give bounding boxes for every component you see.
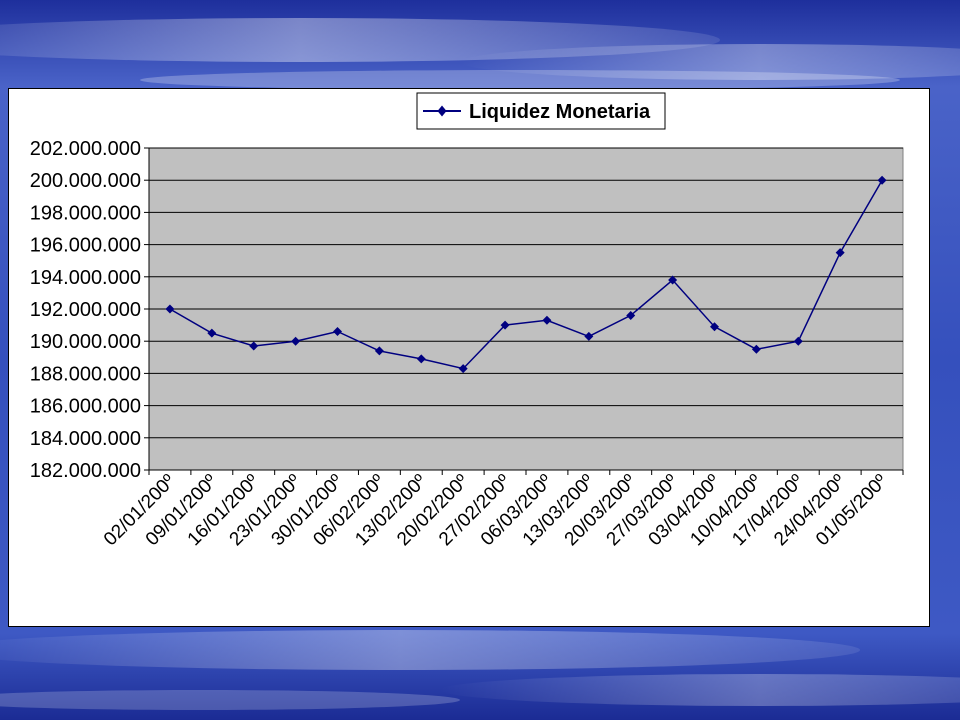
legend-label: Liquidez Monetaria bbox=[469, 101, 651, 123]
y-tick-label: 194.000.000 bbox=[30, 267, 141, 289]
data-point-marker bbox=[291, 336, 301, 346]
line-chart: 182.000.000 184.000.000 186.000.000 188.000… bbox=[30, 92, 904, 551]
data-point-marker bbox=[751, 344, 761, 354]
y-tick-label: 196.000.000 bbox=[30, 235, 141, 257]
y-tick-label: 192.000.000 bbox=[30, 299, 141, 321]
y-tick-label: 188.000.000 bbox=[30, 363, 141, 385]
legend-diamond-marker bbox=[437, 105, 447, 117]
data-point-marker bbox=[249, 341, 259, 351]
chart-panel: 182.000.000 184.000.000 186.000.000 188.000… bbox=[8, 88, 930, 627]
data-point-marker bbox=[835, 248, 845, 258]
data-point-marker bbox=[877, 175, 887, 185]
data-point-marker bbox=[668, 275, 678, 285]
y-tick-label: 202.000.000 bbox=[30, 138, 141, 160]
y-tick-label: 184.000.000 bbox=[30, 428, 141, 450]
data-point-marker bbox=[416, 354, 426, 364]
data-point-marker bbox=[626, 310, 636, 320]
data-point-marker bbox=[165, 304, 175, 314]
data-point-marker bbox=[458, 364, 468, 374]
data-point-marker bbox=[207, 328, 217, 338]
data-point-marker bbox=[374, 346, 384, 356]
legend: Liquidez Monetaria bbox=[416, 92, 666, 130]
data-point-marker bbox=[500, 320, 510, 330]
data-point-marker bbox=[584, 331, 594, 341]
data-point-marker bbox=[542, 315, 552, 325]
data-point-marker bbox=[710, 322, 719, 332]
series-line-liquidez-monetaria bbox=[169, 179, 883, 370]
y-tick-label: 186.000.000 bbox=[30, 396, 141, 418]
y-axis-tick-labels: 182.000.000 184.000.000 186.000.000 188.000… bbox=[30, 138, 149, 482]
y-tick-label: 182.000.000 bbox=[30, 460, 141, 482]
x-axis-tick-marks bbox=[148, 470, 904, 475]
y-tick-label: 190.000.000 bbox=[30, 331, 141, 353]
data-point-marker bbox=[333, 327, 342, 337]
y-tick-label: 198.000.000 bbox=[30, 202, 141, 224]
data-point-marker bbox=[793, 336, 803, 346]
gridlines bbox=[149, 147, 903, 439]
x-axis-tick-labels: 02/01/200º09/01/200º16/01/200º23/01/200º… bbox=[100, 471, 892, 551]
series-markers bbox=[165, 175, 887, 374]
y-tick-label: 200.000.000 bbox=[30, 170, 141, 192]
